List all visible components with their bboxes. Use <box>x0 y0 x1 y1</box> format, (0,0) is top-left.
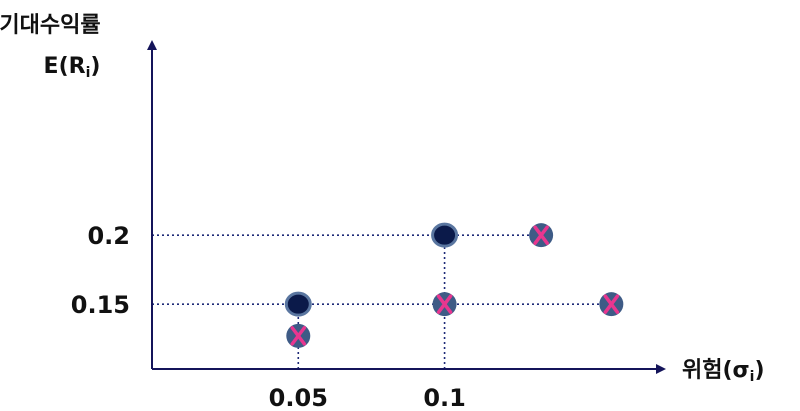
x-point-4 <box>599 292 624 317</box>
guide-lines <box>152 234 612 369</box>
dot-point-0 <box>431 222 459 248</box>
x-point-5 <box>286 323 311 348</box>
x-axis-title-base: 위험(σ <box>682 357 750 383</box>
x-point-stroke <box>533 225 549 245</box>
y-axis-subtitle-sub: i <box>86 65 91 81</box>
y-tick-label-1: 0.15 <box>71 291 130 319</box>
y-axis-title: 기대수익률 <box>0 13 101 38</box>
x-point-3 <box>432 292 457 317</box>
x-point-stroke <box>290 326 307 346</box>
x-axis-title: 위험(σi) <box>682 357 765 385</box>
y-axis-subtitle: E(Ri) <box>44 54 101 81</box>
tick-labels: 0.2 0.15 0.05 0.1 <box>71 222 466 411</box>
y-axis-subtitle-end: ) <box>90 54 100 79</box>
x-axis-title-sub: i <box>750 369 755 385</box>
dot-point-1 <box>284 291 312 317</box>
y-axis-subtitle-base: E(R <box>44 54 86 79</box>
x-point-stroke <box>436 294 453 314</box>
y-tick-label-0: 0.2 <box>87 222 130 250</box>
data-points <box>284 222 624 348</box>
x-tick-label-1: 0.1 <box>423 384 466 411</box>
x-point-2 <box>529 223 554 248</box>
x-point-stroke <box>603 294 620 314</box>
x-axis-title-end: ) <box>754 358 764 383</box>
x-tick-label-0: 0.05 <box>269 384 328 411</box>
